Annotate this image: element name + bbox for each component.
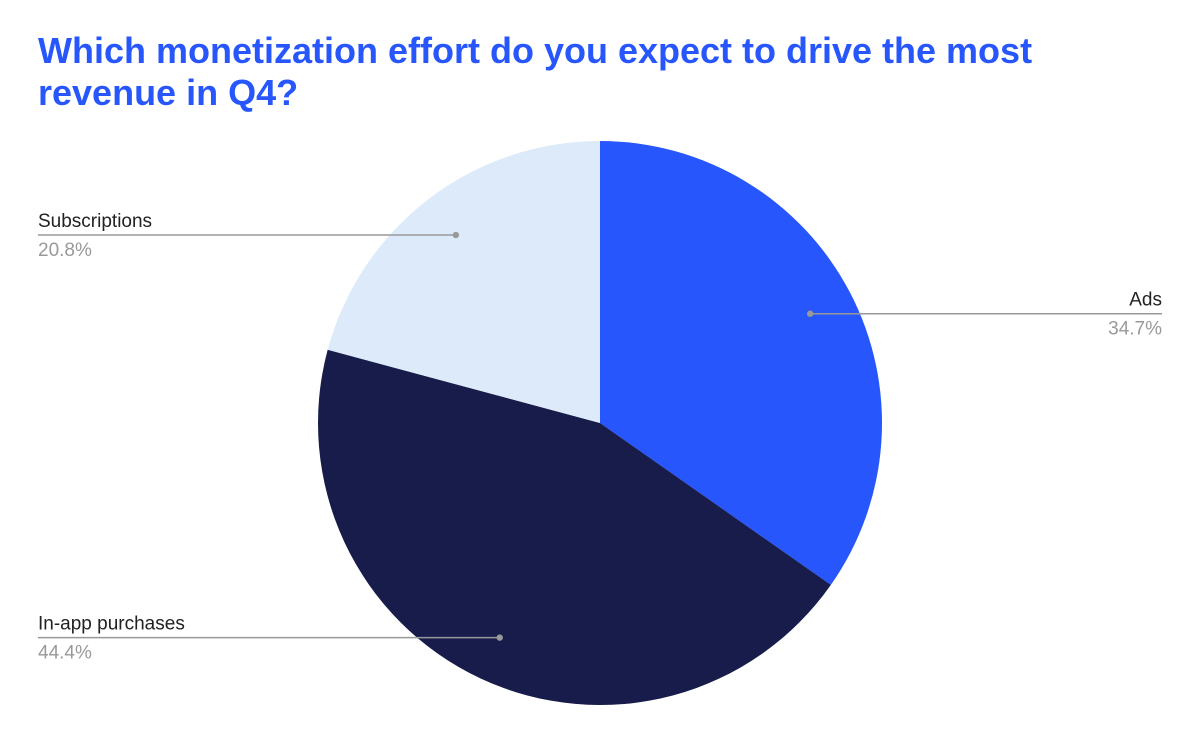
slice-label-in-app-purchases: In-app purchases (38, 614, 185, 635)
leader-dot-in-app-purchases (496, 634, 503, 641)
leader-dot-ads (806, 310, 814, 317)
pie-slice-subscriptions (327, 141, 600, 423)
pie-labels: Ads 34.7% In-app purchases 44.4% Subscriptio… (38, 211, 1162, 664)
slice-value-ads: 34.7% (1108, 319, 1162, 340)
leader-dot-subscriptions (452, 231, 460, 239)
slice-value-in-app-purchases: 44.4% (38, 643, 92, 664)
slice-value-subscriptions: 20.8% (38, 240, 92, 261)
chart-title: Which monetization effort do you expect … (38, 30, 1033, 113)
slice-label-subscriptions: Subscriptions (38, 211, 152, 232)
pie-slices (318, 141, 882, 705)
pie-slice-in-app-purchases (318, 349, 831, 705)
slice-label-ads: Ads (1129, 290, 1162, 311)
pie-slice-ads (600, 141, 882, 585)
